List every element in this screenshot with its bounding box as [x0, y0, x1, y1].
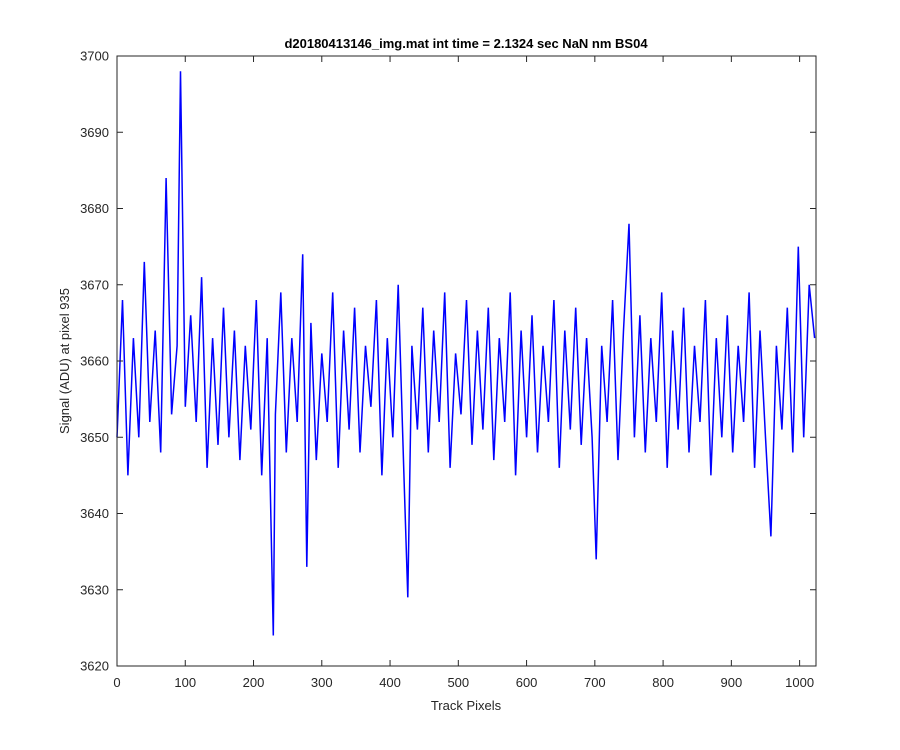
- x-tick-label: 200: [243, 675, 265, 690]
- series-line-0: [116, 71, 816, 636]
- y-tick-label: 3700: [80, 49, 109, 64]
- y-tick-label: 3680: [80, 201, 109, 216]
- y-tick-label: 3660: [80, 354, 109, 369]
- x-tick-label: 300: [311, 675, 333, 690]
- y-tick-label: 3690: [80, 125, 109, 140]
- x-tick-label: 400: [379, 675, 401, 690]
- x-tick-label: 500: [447, 675, 469, 690]
- y-axis-label: Signal (ADU) at pixel 935: [57, 288, 72, 434]
- x-tick-label: 0: [113, 675, 120, 690]
- y-axis: 3620 3630 3640 3650 3660 3670 3680 3690 3700: [80, 49, 816, 674]
- chart-title: d20180413146_img.mat int time = 2.1324 s…: [284, 36, 648, 51]
- y-tick-label: 3670: [80, 277, 109, 292]
- x-tick-label: 600: [516, 675, 538, 690]
- x-axis: 0 100 200 300 400 500 600 700 800 900 1000: [113, 56, 814, 690]
- x-axis-label: Track Pixels: [431, 698, 502, 713]
- x-tick-label: 800: [652, 675, 674, 690]
- x-tick-label: 100: [174, 675, 196, 690]
- y-tick-label: 3650: [80, 430, 109, 445]
- y-tick-label: 3620: [80, 659, 109, 674]
- y-tick-label: 3640: [80, 506, 109, 521]
- x-tick-label: 900: [721, 675, 743, 690]
- x-tick-label: 700: [584, 675, 606, 690]
- series-layer: [116, 71, 816, 636]
- x-tick-label: 1000: [785, 675, 814, 690]
- y-tick-label: 3630: [80, 582, 109, 597]
